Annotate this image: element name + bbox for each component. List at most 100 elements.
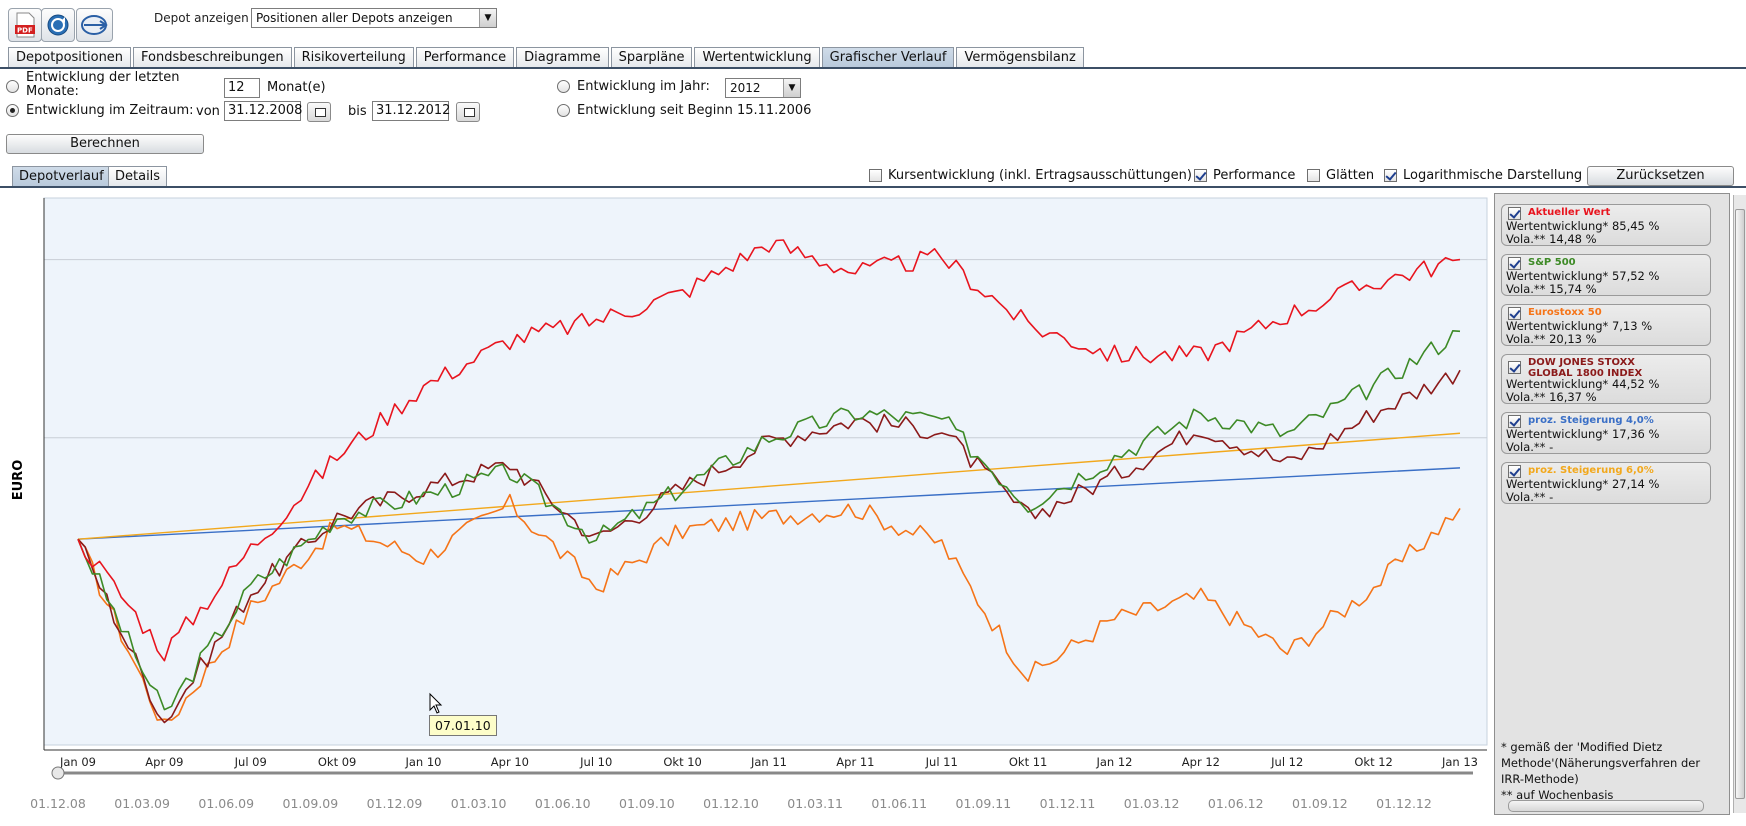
radio-last-months[interactable] — [6, 80, 19, 93]
legend-item-steigerung-6: proz. Steigerung 6,0% Wertentwicklung* 2… — [1501, 462, 1711, 504]
legend-item-dow-jones-stoxx: DOW JONES STOXX GLOBAL 1800 INDEX Werten… — [1501, 354, 1711, 404]
legend-name: proz. Steigerung 6,0% — [1528, 465, 1654, 476]
chevron-down-icon: ▼ — [479, 9, 496, 27]
x-tick-label: Apr 09 — [145, 755, 183, 769]
tab-divider — [0, 67, 1746, 69]
tab-depotpositionen[interactable]: Depotpositionen — [8, 47, 132, 68]
calculate-button[interactable]: Berechnen — [6, 134, 204, 154]
slider-date-label: 01.12.08 — [30, 796, 86, 811]
x-tick-label: Okt 11 — [1009, 755, 1048, 769]
legend-vertical-scrollbar[interactable] — [1733, 195, 1746, 813]
export-icon — [81, 15, 108, 35]
tab-diagramme[interactable]: Diagramme — [516, 47, 609, 68]
x-tick-label: Jan 11 — [750, 755, 787, 769]
x-tick-label: Jul 10 — [579, 755, 612, 769]
glaetten-label: Glätten — [1326, 168, 1375, 183]
slider-date-label: 01.03.10 — [451, 796, 507, 811]
since-start-label: Entwicklung seit Beginn 15.11.2006 — [577, 103, 812, 118]
year-label: Entwicklung im Jahr: — [577, 79, 710, 94]
footnote-modified-dietz: * gemäß der 'Modified Dietz Methode'(Näh… — [1501, 740, 1701, 786]
legend-checkbox[interactable] — [1508, 257, 1521, 270]
x-tick-labels: Jan 09 Apr 09 Jul 09 Okt 09 Jan 10 Apr 10 Jul … — [59, 755, 1478, 769]
slider-date-label: 01.03.12 — [1124, 796, 1180, 811]
x-tick-label: Jul 09 — [234, 755, 267, 769]
slider-date-label: 01.03.09 — [114, 796, 170, 811]
series-line-1 — [77, 330, 1461, 711]
legend-checkbox[interactable] — [1508, 207, 1521, 220]
mouse-cursor-icon — [429, 692, 443, 714]
tab-sparplaene[interactable]: Sparpläne — [610, 47, 693, 68]
checkbox-performance[interactable] — [1194, 169, 1207, 182]
plot-area — [43, 197, 1488, 746]
x-tick-label: Apr 11 — [836, 755, 874, 769]
slider-date-label: 01.09.11 — [956, 796, 1012, 811]
legend-vola: Vola.** - — [1506, 440, 1554, 454]
legend-item-steigerung-4: proz. Steigerung 4,0% Wertentwicklung* 1… — [1501, 412, 1711, 454]
x-tick-label: Jul 12 — [1270, 755, 1303, 769]
legend-perf: Wertentwicklung* 7,13 % — [1506, 319, 1653, 333]
tab-wertentwicklung[interactable]: Wertentwicklung — [694, 47, 820, 68]
x-tick-label: Okt 09 — [318, 755, 357, 769]
slider-date-label: 01.06.10 — [535, 796, 591, 811]
subtab-divider — [0, 186, 1746, 188]
slider-date-label: 01.09.10 — [619, 796, 675, 811]
gridlines — [44, 259, 1487, 439]
footnote-weekly: ** auf Wochenbasis — [1501, 788, 1614, 802]
checkbox-log-scale[interactable] — [1384, 169, 1397, 182]
subtab-depotverlauf[interactable]: Depotverlauf — [12, 166, 111, 187]
slider-date-label: 01.12.09 — [367, 796, 423, 811]
legend-name: proz. Steigerung 4,0% — [1528, 415, 1654, 426]
legend-perf: Wertentwicklung* 57,52 % — [1506, 269, 1660, 283]
x-tick-label: Apr 10 — [491, 755, 529, 769]
scrollbar-thumb[interactable] — [1735, 209, 1745, 799]
legend-name: Aktueller Wert — [1528, 207, 1611, 218]
kursentwicklung-label: Kursentwicklung (inkl. Ertragsausschüttu… — [888, 168, 1192, 183]
checkbox-kursentwicklung[interactable] — [869, 169, 882, 182]
chevron-down-icon: ▼ — [783, 79, 800, 97]
from-date-input[interactable]: 31.12.2008 — [224, 101, 302, 121]
tab-grafischer-verlauf[interactable]: Grafischer Verlauf — [821, 47, 955, 68]
legend-checkbox[interactable] — [1508, 415, 1521, 428]
slider-date-label: 01.03.11 — [787, 796, 843, 811]
legend-perf: Wertentwicklung* 44,52 % — [1506, 377, 1660, 391]
legend-checkbox[interactable] — [1508, 361, 1521, 374]
performance-chart: EURO Jan 09 Apr 09 Jul 09 Okt 09 Jan 10 Apr 1… — [11, 197, 1488, 811]
legend-vola: Vola.** - — [1506, 490, 1554, 504]
chart-tooltip: 07.01.10 — [429, 715, 497, 736]
tab-vermoegensbilanz[interactable]: Vermögensbilanz — [956, 47, 1084, 68]
radio-since-start[interactable] — [557, 104, 570, 117]
legend-horizontal-scrollbar[interactable] — [1508, 800, 1704, 812]
depot-select[interactable]: Positionen aller Depots anzeigen ▼ — [251, 8, 497, 28]
tab-performance[interactable]: Performance — [415, 47, 515, 68]
to-calendar-icon[interactable] — [456, 102, 480, 122]
tab-fondsbeschreibungen[interactable]: Fondsbeschreibungen — [133, 47, 292, 68]
time-slider-handle[interactable] — [51, 766, 65, 780]
year-select[interactable]: 2012 ▼ — [725, 78, 801, 98]
radio-year[interactable] — [557, 80, 570, 93]
tab-risikoverteilung[interactable]: Risikoverteilung — [293, 47, 414, 68]
legend-name: DOW JONES STOXX GLOBAL 1800 INDEX — [1528, 357, 1643, 379]
legend-vola: Vola.** 15,74 % — [1506, 282, 1597, 296]
pdf-button[interactable]: PDF — [8, 8, 42, 42]
slider-date-label: 01.09.09 — [283, 796, 339, 811]
legend-name: Eurostoxx 50 — [1528, 307, 1602, 318]
to-date-input[interactable]: 31.12.2012 — [372, 101, 450, 121]
legend-vola: Vola.** 16,37 % — [1506, 390, 1597, 404]
checkbox-glaetten[interactable] — [1307, 169, 1320, 182]
series-line-2 — [77, 493, 1461, 721]
from-calendar-icon[interactable] — [307, 102, 331, 122]
period-label: Entwicklung im Zeitraum: — [26, 103, 194, 118]
months-input[interactable]: 12 — [224, 78, 260, 98]
refresh-button[interactable] — [41, 8, 75, 42]
legend-checkbox[interactable] — [1508, 307, 1521, 320]
reset-button[interactable]: Zurücksetzen — [1587, 166, 1734, 186]
radio-period[interactable] — [6, 104, 19, 117]
depot-label: Depot anzeigen — [154, 11, 249, 25]
export-button[interactable] — [76, 8, 113, 42]
to-label: bis — [348, 104, 367, 119]
legend-vola: Vola.** 20,13 % — [1506, 332, 1597, 346]
legend-checkbox[interactable] — [1508, 465, 1521, 478]
subtab-details[interactable]: Details — [108, 166, 168, 187]
log-scale-label: Logarithmische Darstellung — [1403, 168, 1583, 183]
series-group — [77, 239, 1461, 724]
